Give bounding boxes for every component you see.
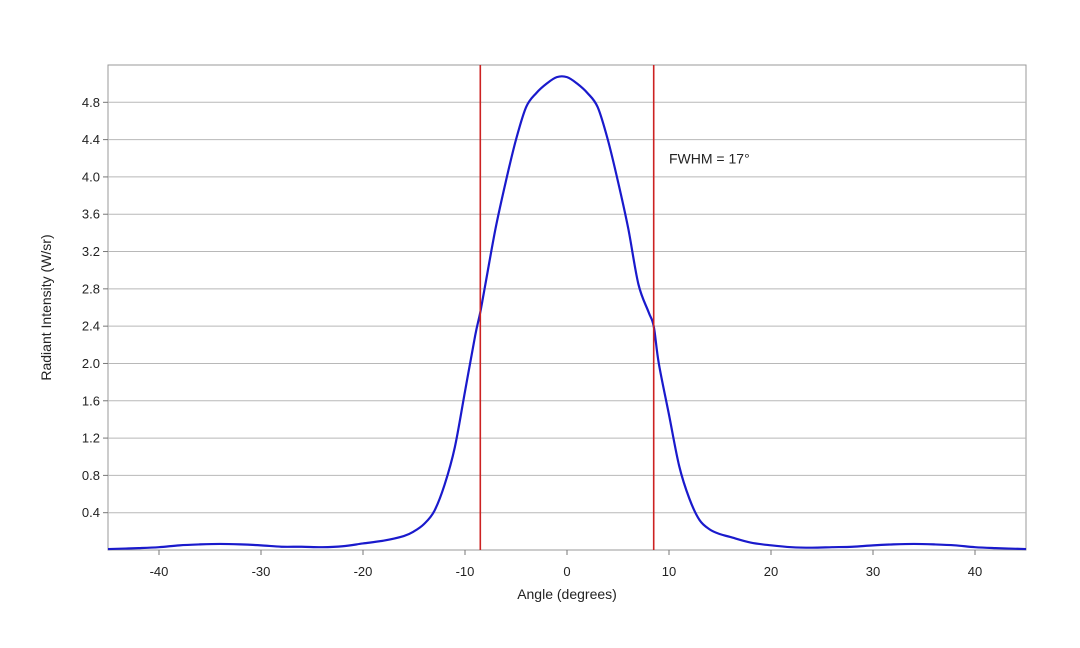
y-tick-label: 3.2 [82, 244, 100, 259]
y-tick-label: 1.6 [82, 393, 100, 408]
fwhm-annotation: FWHM = 17° [669, 150, 750, 166]
series-group [107, 75, 1027, 551]
y-axis: 0.4 0.8 1.2 1.6 2.0 2.4 2.8 3.2 3.6 4.0 4.4 4.8 [82, 95, 108, 520]
x-axis: -40 -30 -20 -10 0 10 20 30 40 [150, 550, 982, 579]
x-tick-label: 20 [764, 564, 778, 579]
y-tick-label: 2.0 [82, 356, 100, 371]
grid [108, 101, 1026, 514]
y-tick-label: 3.6 [82, 207, 100, 222]
y-tick-label: 0.4 [82, 505, 100, 520]
x-tick-label: 30 [866, 564, 880, 579]
y-tick-label: 1.2 [82, 431, 100, 446]
y-tick-label: 4.0 [82, 169, 100, 184]
y-tick-label: 4.8 [82, 95, 100, 110]
y-tick-label: 2.4 [82, 319, 100, 334]
y-tick-label: 4.4 [82, 132, 100, 147]
plot-area [107, 64, 1027, 551]
x-axis-label: Angle (degrees) [517, 586, 617, 602]
x-tick-label: -20 [354, 564, 373, 579]
y-axis-label: Radiant Intensity (W/sr) [38, 234, 54, 380]
x-tick-label: 0 [563, 564, 570, 579]
x-tick-label: 10 [662, 564, 676, 579]
y-tick-label: 2.8 [82, 281, 100, 296]
x-tick-label: -30 [252, 564, 271, 579]
series-line [107, 75, 1027, 551]
markers-group [479, 65, 655, 550]
x-tick-label: -10 [456, 564, 475, 579]
y-tick-label: 0.8 [82, 468, 100, 483]
x-tick-label: -40 [150, 564, 169, 579]
x-tick-label: 40 [968, 564, 982, 579]
